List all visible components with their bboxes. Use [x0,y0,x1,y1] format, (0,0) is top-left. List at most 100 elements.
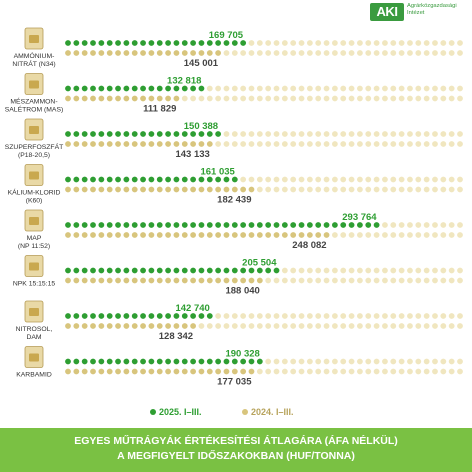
dot-2024 [382,186,388,193]
dot-2024 [331,186,338,193]
dot-2024 [231,277,238,284]
dot-2024 [81,95,88,102]
dot-2025 [156,222,163,228]
dot-2025 [290,176,297,183]
dot-2025 [423,358,430,365]
dot-2024 [123,368,130,375]
dot-2024 [90,186,96,193]
dot-2025 [407,40,413,46]
dot-2025 [373,40,380,46]
dot-2025 [281,176,288,183]
dot-2024 [65,368,71,375]
dot-2024 [290,277,297,284]
dot-2024 [73,186,80,193]
dot-2024 [340,95,347,102]
dot-2024 [348,323,355,329]
dot-2024 [415,95,422,102]
dot-2025 [398,85,405,92]
dot-2024 [240,95,247,102]
dot-2025 [265,85,272,92]
dot-2024 [340,368,347,375]
dot-2024 [390,323,397,329]
dot-2024 [357,95,363,102]
dot-2024 [323,186,330,193]
dot-2024 [123,50,130,56]
dot-2024 [382,50,388,56]
dot-2024 [423,323,430,329]
dot-2024 [365,186,372,193]
dot-2024 [173,186,180,193]
dot-2024 [190,323,197,329]
dot-2025 [357,313,363,319]
dot-2025 [432,222,438,228]
dot-2024 [90,141,96,147]
dot-2024 [440,141,447,147]
dot-2024 [298,186,305,193]
dot-2024 [140,50,146,56]
dot-2024 [290,95,297,102]
dot-2024 [432,368,438,375]
dot-2025 [240,131,247,137]
bag-label-icon [29,35,39,43]
dot-2024 [273,232,280,238]
dot-2025 [423,267,430,274]
dot-2024 [215,232,222,238]
dot-2025 [382,313,388,319]
dot-2025 [390,267,397,274]
dot-2025 [457,313,463,319]
dot-2024 [223,368,230,375]
dot-2025 [448,358,455,365]
dot-2025 [98,131,105,137]
dot-2025 [140,131,146,137]
dot-2024 [148,186,155,193]
dot-2025 [423,85,430,92]
dot-2025 [123,176,130,183]
dot-2024 [190,368,197,375]
dot-2025 [123,313,130,319]
chart-legend: 2025. I–III. 2024. I–III. [150,407,410,421]
dot-2025 [357,222,363,228]
dot-2024 [115,95,121,102]
dot-2024 [256,141,263,147]
dot-2024 [256,186,263,193]
dot-2025 [215,40,222,46]
dot-2025 [398,222,405,228]
dot-2024 [306,323,313,329]
dot-2024 [215,323,222,329]
dot-2024 [457,368,463,375]
dot-2025 [340,131,347,137]
dot-2024 [281,323,288,329]
dot-2025 [81,313,88,319]
dot-2025 [298,313,305,319]
dot-2025 [365,40,372,46]
dot-2025 [265,40,272,46]
dot-2024 [240,277,247,284]
dot-2024 [373,323,380,329]
dot-2025 [398,40,405,46]
dot-2024 [382,368,388,375]
dot-2025 [98,313,105,319]
dot-2025 [323,358,330,365]
dot-2024 [156,186,163,193]
dot-2024 [365,95,372,102]
bag-label-icon [29,217,39,225]
dot-2025 [90,131,96,137]
dot-2025 [123,131,130,137]
dot-2025 [365,85,372,92]
dot-2024 [306,50,313,56]
dot-2025 [65,358,71,365]
dot-2025 [457,85,463,92]
dot-2024 [173,323,180,329]
dot-2024 [348,141,355,147]
dot-2025 [165,40,171,46]
dot-2025 [90,267,96,274]
value-label-2024: 182 439 [217,195,251,206]
value-label-2024: 177 035 [217,377,252,388]
dot-2024 [298,368,305,375]
dot-2025 [223,222,230,228]
dot-2024 [407,141,413,147]
dot-2025 [240,267,247,274]
dot-2025 [306,313,313,319]
value-label-2024: 188 040 [225,286,259,297]
dot-2025 [106,176,113,183]
